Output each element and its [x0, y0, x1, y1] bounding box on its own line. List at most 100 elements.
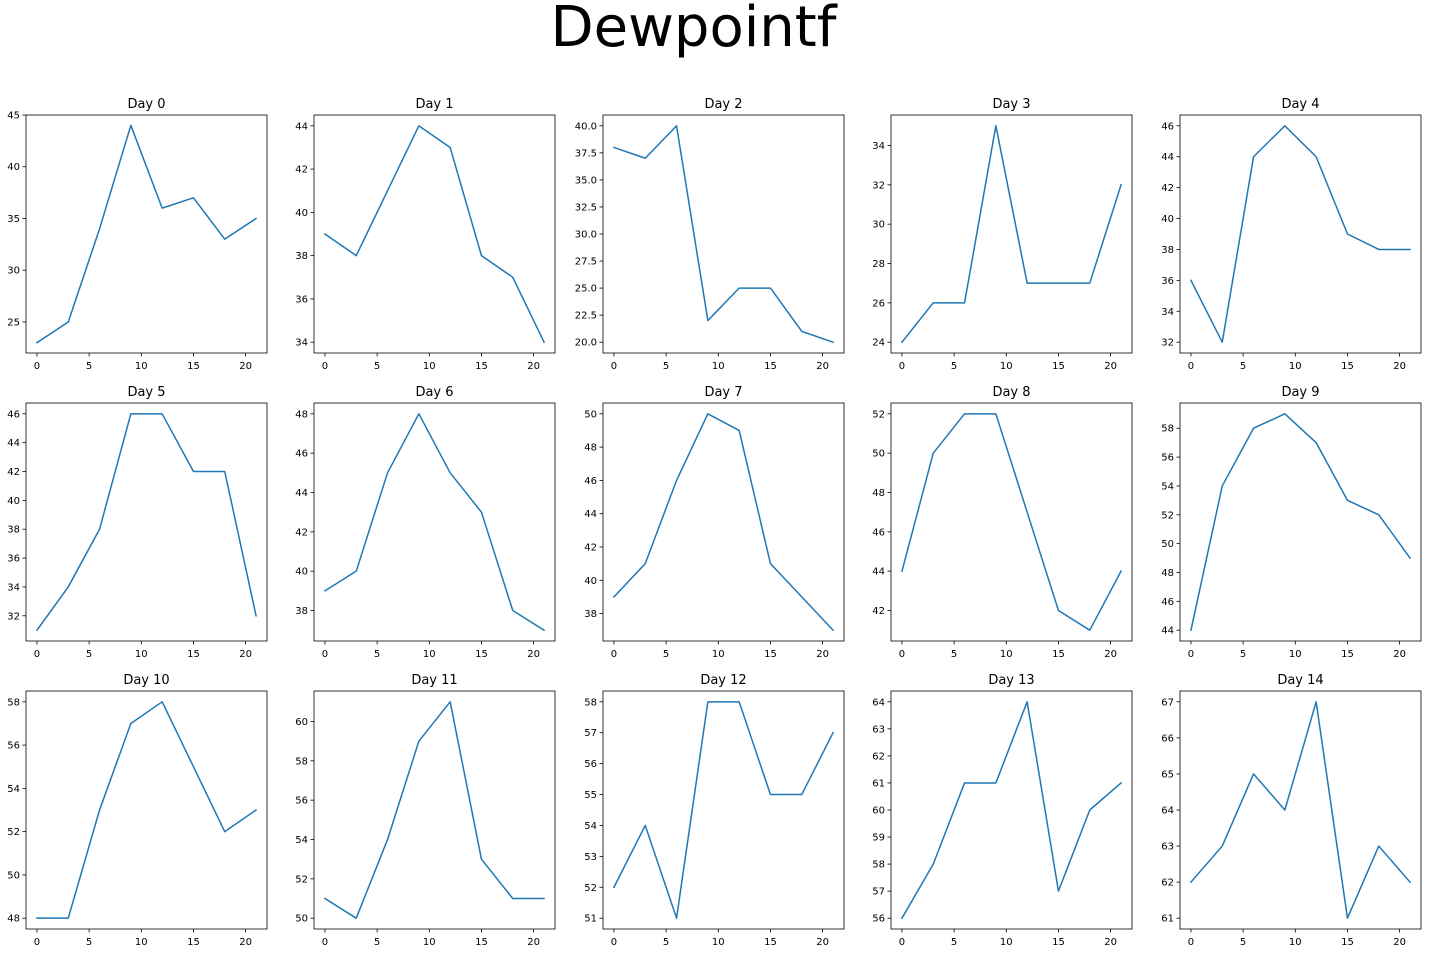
x-tick-label: 20: [527, 649, 540, 660]
x-tick-label: 0: [899, 649, 905, 660]
y-tick-label: 42: [295, 165, 308, 176]
x-tick-label: 5: [663, 361, 669, 372]
y-tick-label: 38: [295, 251, 308, 262]
plot-frame: [1179, 402, 1422, 642]
plot-frame: [313, 114, 556, 354]
x-tick-label: 10: [1000, 937, 1013, 948]
y-tick-label: 54: [7, 784, 20, 795]
x-tick-label: 5: [1240, 937, 1246, 948]
series-line: [323, 125, 546, 344]
y-tick-label: 44: [295, 488, 308, 499]
y-tick-label: 56: [872, 914, 885, 925]
subplot-title: Day 11: [411, 673, 457, 688]
x-tick-label: 5: [86, 937, 92, 948]
plot-frame: [602, 114, 845, 354]
subplot-title: Day 2: [704, 97, 742, 112]
y-tick-label: 44: [872, 567, 885, 578]
y-tick-label: 37.5: [575, 148, 597, 159]
x-tick-label: 15: [187, 649, 200, 660]
x-tick-label: 5: [663, 649, 669, 660]
subplot-title: Day 4: [1281, 97, 1319, 112]
x-tick-label: 0: [611, 649, 617, 660]
subplot-0: Day 0 25 30 35 40 45 0 5 10 15 20: [7, 97, 268, 372]
plot-frame: [890, 690, 1133, 930]
y-tick-label: 58: [584, 697, 597, 708]
y-tick-label: 46: [295, 449, 308, 460]
y-tick-label: 44: [295, 121, 308, 132]
x-tick-label: 5: [1240, 649, 1246, 660]
y-tick-label: 48: [1161, 568, 1174, 579]
x-tick-label: 5: [374, 361, 380, 372]
y-tick-label: 44: [1161, 626, 1174, 637]
y-tick-label: 38: [1161, 245, 1174, 256]
y-tick-label: 59: [872, 833, 885, 844]
y-tick-label: 46: [872, 527, 885, 538]
series-line: [612, 701, 835, 919]
y-tick-label: 61: [872, 778, 885, 789]
y-tick-label: 32: [1161, 338, 1174, 349]
series-line: [36, 701, 258, 919]
y-tick-label: 52: [295, 874, 308, 885]
y-tick-label: 26: [872, 298, 885, 309]
x-tick-label: 10: [1289, 649, 1302, 660]
y-tick-label: 48: [7, 914, 20, 925]
y-tick-label: 28: [872, 259, 885, 270]
y-tick-label: 50: [872, 449, 885, 460]
x-tick-label: 10: [423, 361, 436, 372]
x-tick-label: 15: [475, 937, 488, 948]
y-tick-label: 58: [295, 756, 308, 767]
series-line: [35, 124, 258, 344]
x-tick-label: 20: [527, 937, 540, 948]
y-tick-label: 40: [7, 162, 20, 173]
subplot-5: Day 5 32 34 36 38 40 42 44 46 0 5 10 15 20: [7, 385, 268, 660]
y-tick-label: 51: [584, 914, 597, 925]
series-line: [612, 125, 835, 344]
x-tick-label: 20: [239, 361, 252, 372]
subplot-title: Day 13: [988, 673, 1034, 688]
y-tick-label: 24: [872, 338, 885, 349]
y-tick-label: 34: [1161, 307, 1174, 318]
y-tick-label: 48: [872, 488, 885, 499]
subplot-title: Day 0: [127, 97, 165, 112]
y-tick-label: 48: [295, 409, 308, 420]
y-tick-label: 30.0: [575, 230, 597, 241]
y-tick-label: 46: [1161, 597, 1174, 608]
x-tick-label: 0: [1188, 937, 1194, 948]
subplot-1: Day 1 34 36 38 40 42 44 0 5 10 15 20: [295, 97, 556, 372]
x-tick-label: 20: [816, 937, 829, 948]
x-tick-label: 15: [1052, 361, 1065, 372]
subplot-10: Day 10 48 50 52 54 56 58 0 5 10 15 20: [7, 673, 268, 948]
y-tick-label: 54: [1161, 481, 1174, 492]
y-tick-label: 40: [584, 576, 597, 587]
x-tick-label: 15: [475, 361, 488, 372]
y-tick-label: 52: [872, 409, 885, 420]
y-tick-label: 66: [1161, 733, 1174, 744]
subplot-6: Day 6 38 40 42 44 46 48 0 5 10 15 20: [295, 385, 556, 660]
y-tick-label: 57: [872, 887, 885, 898]
plot-frame: [313, 690, 556, 930]
y-tick-label: 40: [1161, 214, 1174, 225]
y-tick-label: 34: [872, 141, 885, 152]
series-line: [35, 413, 257, 632]
y-tick-label: 62: [872, 751, 885, 762]
y-tick-label: 46: [1161, 121, 1174, 132]
y-tick-label: 56: [295, 796, 308, 807]
x-tick-label: 5: [951, 361, 957, 372]
y-tick-label: 45: [7, 111, 20, 122]
y-tick-label: 60: [872, 806, 885, 817]
y-tick-label: 65: [1161, 769, 1174, 780]
plot-frame: [25, 690, 268, 930]
y-tick-label: 64: [872, 697, 885, 708]
x-tick-label: 10: [135, 649, 148, 660]
subplot-14: Day 14 61 62 63 64 65 66 67 0 5 10 15 20: [1161, 673, 1422, 948]
y-tick-label: 32.5: [575, 202, 597, 213]
x-tick-label: 0: [322, 361, 328, 372]
y-tick-label: 52: [584, 883, 597, 894]
x-tick-label: 5: [663, 937, 669, 948]
y-tick-label: 50: [1161, 539, 1174, 550]
y-tick-label: 58: [872, 860, 885, 871]
x-tick-label: 0: [899, 937, 905, 948]
y-tick-label: 40: [295, 208, 308, 219]
y-tick-label: 50: [584, 409, 597, 420]
y-tick-label: 40.0: [575, 121, 597, 132]
